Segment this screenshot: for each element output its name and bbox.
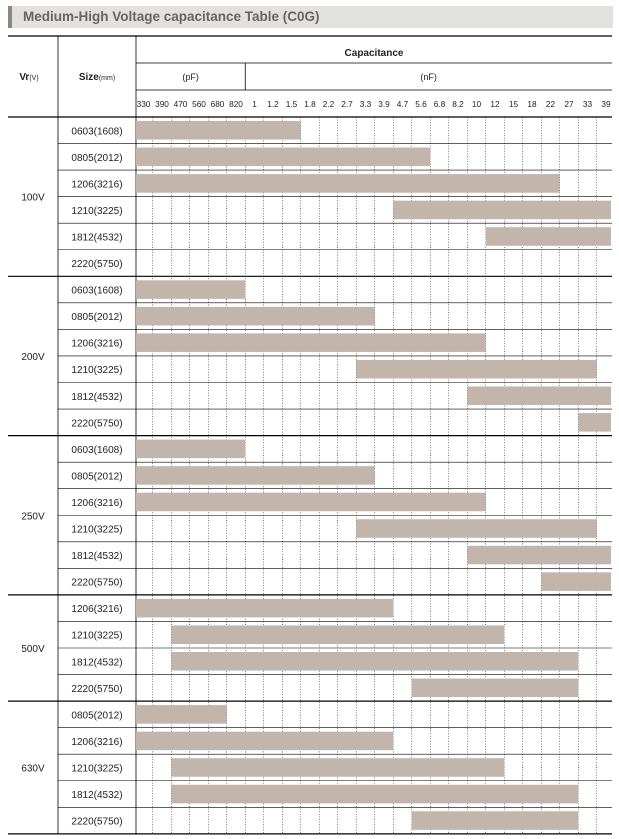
size-label: 1210(3225) [71, 631, 122, 642]
vr-unit: (V) [29, 75, 38, 82]
range-bar [578, 413, 611, 432]
size-label: 2220(5750) [71, 259, 122, 270]
range-bar [171, 625, 505, 644]
range-bar [467, 386, 611, 406]
size-label: Size [79, 72, 99, 83]
tick-label-1.2nF: 1.2 [267, 99, 279, 109]
range-bar [171, 784, 579, 804]
tick-label-680pF: 680 [211, 99, 225, 109]
range-bar [485, 227, 611, 246]
size-header: Size(mm) [79, 72, 115, 83]
tick-label-5.6nF: 5.6 [415, 99, 427, 109]
range-bar [136, 121, 301, 140]
range-bar [136, 466, 375, 485]
tick-label-12nF: 12 [490, 99, 500, 109]
range-bar [136, 731, 394, 751]
tick-label-6.8nF: 6.8 [434, 99, 446, 109]
voltage-label: 100V [21, 193, 45, 204]
tick-label-33nF: 33 [583, 99, 593, 109]
tick-label-39nF: 39 [601, 99, 611, 109]
voltage-label: 200V [21, 352, 45, 363]
tick-label-4.7nF: 4.7 [397, 99, 409, 109]
tick-label-3.3nF: 3.3 [360, 99, 372, 109]
page-title: Medium-High Voltage capacitance Table (C… [23, 9, 320, 24]
range-bar [136, 306, 375, 326]
size-label: 2220(5750) [71, 684, 122, 695]
size-label: 0805(2012) [71, 471, 122, 482]
size-label: 2220(5750) [71, 817, 122, 828]
size-label: 1210(3225) [71, 206, 122, 217]
size-label: 1812(4532) [71, 657, 122, 668]
tick-label-1.8nF: 1.8 [304, 99, 316, 109]
range-bar [136, 174, 560, 193]
range-bar [171, 652, 579, 671]
range-bar [136, 147, 431, 167]
voltage-label: 250V [21, 511, 45, 522]
tick-label-470pF: 470 [174, 99, 188, 109]
range-bar [356, 359, 597, 379]
range-bar [393, 200, 611, 220]
size-label: 1206(3216) [71, 179, 122, 190]
voltage-label: 630V [21, 763, 45, 774]
size-label: 0805(2012) [71, 710, 122, 721]
tick-label-2.7nF: 2.7 [341, 99, 353, 109]
tick-label-390pF: 390 [155, 99, 169, 109]
size-label: 1206(3216) [71, 737, 122, 748]
capacitance-header: Capacitance [345, 48, 404, 59]
size-label: 1812(4532) [71, 790, 122, 801]
vr-header: Vr(V) [19, 72, 38, 83]
size-label: 2220(5750) [71, 418, 122, 429]
tick-label-22nF: 22 [546, 99, 556, 109]
title-bar: Medium-High Voltage capacitance Table (C… [8, 6, 613, 28]
size-unit: (mm) [99, 75, 115, 82]
range-bar [356, 519, 597, 538]
tick-label-1nF: 1 [252, 99, 257, 109]
size-label: 1812(4532) [71, 232, 122, 243]
pf-unit-label: (pF) [182, 72, 199, 82]
tick-label-15nF: 15 [509, 99, 519, 109]
range-bar [136, 598, 394, 618]
size-label: 2220(5750) [71, 578, 122, 589]
range-bar [171, 758, 505, 777]
nf-unit-label: (nF) [420, 72, 437, 82]
size-label: 1206(3216) [71, 339, 122, 350]
range-bar [136, 333, 486, 352]
size-label: 1812(4532) [71, 392, 122, 403]
size-label: 0805(2012) [71, 312, 122, 323]
size-label: 1210(3225) [71, 525, 122, 536]
tick-label-10nF: 10 [472, 99, 482, 109]
size-label: 0603(1608) [71, 286, 122, 297]
tick-label-2.2nF: 2.2 [323, 99, 335, 109]
tick-label-3.9nF: 3.9 [378, 99, 390, 109]
tick-label-1.5nF: 1.5 [286, 99, 298, 109]
range-bar [467, 545, 611, 565]
range-bar [541, 572, 611, 591]
range-bar [411, 678, 579, 698]
tick-label-330pF: 330 [137, 99, 151, 109]
range-bar [136, 705, 227, 724]
range-bar [136, 492, 486, 512]
tick-label-27nF: 27 [564, 99, 574, 109]
size-label: 1210(3225) [71, 365, 122, 376]
tick-label-560pF: 560 [192, 99, 206, 109]
size-label: 1206(3216) [71, 604, 122, 615]
size-label: 1206(3216) [71, 498, 122, 509]
tick-label-18nF: 18 [527, 99, 537, 109]
title-accent [8, 6, 12, 28]
vr-label: Vr [19, 72, 29, 83]
size-label: 0805(2012) [71, 153, 122, 164]
range-bar [136, 439, 246, 459]
tick-label-820pF: 820 [229, 99, 243, 109]
size-label: 0603(1608) [71, 126, 122, 137]
voltage-label: 500V [21, 644, 45, 655]
range-bar [136, 280, 246, 299]
size-label: 1812(4532) [71, 551, 122, 562]
size-label: 1210(3225) [71, 763, 122, 774]
range-bar [411, 811, 579, 830]
size-label: 0603(1608) [71, 445, 122, 456]
tick-label-8.2nF: 8.2 [452, 99, 464, 109]
